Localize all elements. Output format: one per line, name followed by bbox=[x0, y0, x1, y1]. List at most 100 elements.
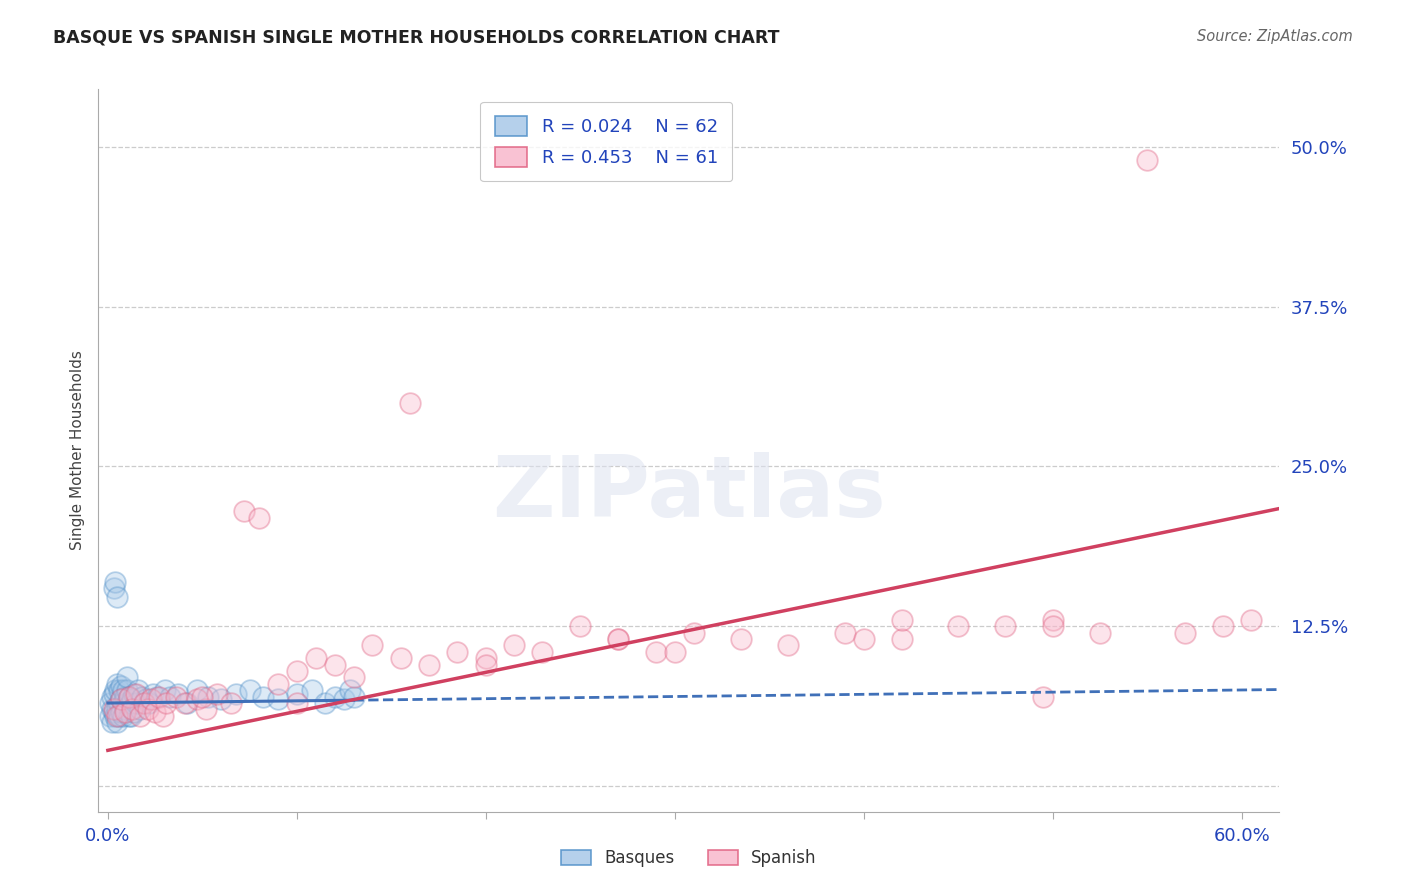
Point bbox=[323, 657, 346, 672]
Point bbox=[285, 687, 308, 701]
Point bbox=[124, 705, 146, 719]
Point bbox=[103, 702, 125, 716]
Point bbox=[834, 625, 856, 640]
Point bbox=[1212, 619, 1234, 633]
Point bbox=[108, 708, 131, 723]
Point bbox=[148, 690, 170, 704]
Point bbox=[135, 692, 157, 706]
Point bbox=[105, 702, 128, 716]
Point bbox=[314, 696, 336, 710]
Point bbox=[1042, 613, 1064, 627]
Point bbox=[778, 639, 800, 653]
Point bbox=[165, 690, 187, 704]
Point bbox=[503, 639, 526, 653]
Point bbox=[890, 613, 912, 627]
Point bbox=[267, 692, 290, 706]
Point bbox=[100, 690, 122, 704]
Point bbox=[120, 708, 142, 723]
Point bbox=[98, 708, 121, 723]
Point bbox=[730, 632, 752, 646]
Point bbox=[105, 590, 128, 604]
Point bbox=[267, 677, 290, 691]
Point bbox=[418, 657, 440, 672]
Point bbox=[110, 705, 132, 719]
Point bbox=[531, 645, 554, 659]
Point bbox=[475, 651, 498, 665]
Point bbox=[136, 702, 159, 716]
Point bbox=[285, 696, 308, 710]
Point bbox=[607, 632, 630, 646]
Point bbox=[342, 690, 364, 704]
Point bbox=[118, 708, 141, 723]
Point bbox=[247, 510, 270, 524]
Point bbox=[105, 677, 128, 691]
Point bbox=[339, 683, 361, 698]
Point bbox=[664, 645, 686, 659]
Point bbox=[138, 696, 160, 710]
Point bbox=[104, 683, 127, 698]
Point bbox=[285, 664, 308, 678]
Point bbox=[197, 690, 219, 704]
Point bbox=[121, 702, 143, 716]
Text: BASQUE VS SPANISH SINGLE MOTHER HOUSEHOLDS CORRELATION CHART: BASQUE VS SPANISH SINGLE MOTHER HOUSEHOL… bbox=[53, 29, 780, 46]
Point bbox=[115, 670, 138, 684]
Point bbox=[323, 690, 346, 704]
Point bbox=[108, 696, 131, 710]
Point bbox=[301, 683, 323, 698]
Point bbox=[152, 708, 174, 723]
Point bbox=[120, 696, 142, 710]
Point bbox=[104, 708, 127, 723]
Point bbox=[174, 696, 197, 710]
Point bbox=[333, 692, 356, 706]
Point bbox=[146, 690, 169, 704]
Point bbox=[176, 696, 198, 710]
Point bbox=[110, 692, 132, 706]
Y-axis label: Single Mother Households: Single Mother Households bbox=[70, 351, 86, 550]
Point bbox=[124, 687, 146, 701]
Point bbox=[361, 639, 384, 653]
Point bbox=[111, 683, 134, 698]
Point bbox=[994, 619, 1017, 633]
Point bbox=[644, 645, 666, 659]
Point bbox=[121, 692, 143, 706]
Point bbox=[852, 632, 875, 646]
Point bbox=[105, 708, 128, 723]
Point bbox=[155, 696, 177, 710]
Point bbox=[389, 651, 412, 665]
Point bbox=[1240, 613, 1263, 627]
Point bbox=[195, 702, 218, 716]
Point bbox=[682, 625, 704, 640]
Text: ZIPatlas: ZIPatlas bbox=[492, 452, 886, 535]
Point bbox=[252, 690, 274, 704]
Point bbox=[115, 683, 138, 698]
Point bbox=[115, 696, 138, 710]
Point bbox=[125, 687, 148, 701]
Point bbox=[232, 504, 254, 518]
Point bbox=[186, 683, 208, 698]
Point bbox=[118, 690, 141, 704]
Point bbox=[225, 687, 247, 701]
Point bbox=[219, 696, 242, 710]
Point bbox=[111, 696, 134, 710]
Point bbox=[191, 690, 214, 704]
Point bbox=[98, 696, 121, 710]
Point bbox=[103, 581, 125, 595]
Point bbox=[166, 687, 188, 701]
Point bbox=[114, 690, 136, 704]
Point bbox=[342, 670, 364, 684]
Point bbox=[159, 690, 181, 704]
Point bbox=[125, 696, 148, 710]
Point bbox=[890, 632, 912, 646]
Point bbox=[1174, 625, 1197, 640]
Point bbox=[103, 687, 125, 701]
Point bbox=[127, 683, 149, 698]
Point bbox=[475, 657, 498, 672]
Point bbox=[129, 702, 152, 716]
Point bbox=[132, 696, 155, 710]
Point bbox=[446, 645, 468, 659]
Point bbox=[186, 692, 208, 706]
Point bbox=[305, 651, 328, 665]
Point bbox=[142, 687, 165, 701]
Point bbox=[114, 702, 136, 716]
Point bbox=[111, 708, 134, 723]
